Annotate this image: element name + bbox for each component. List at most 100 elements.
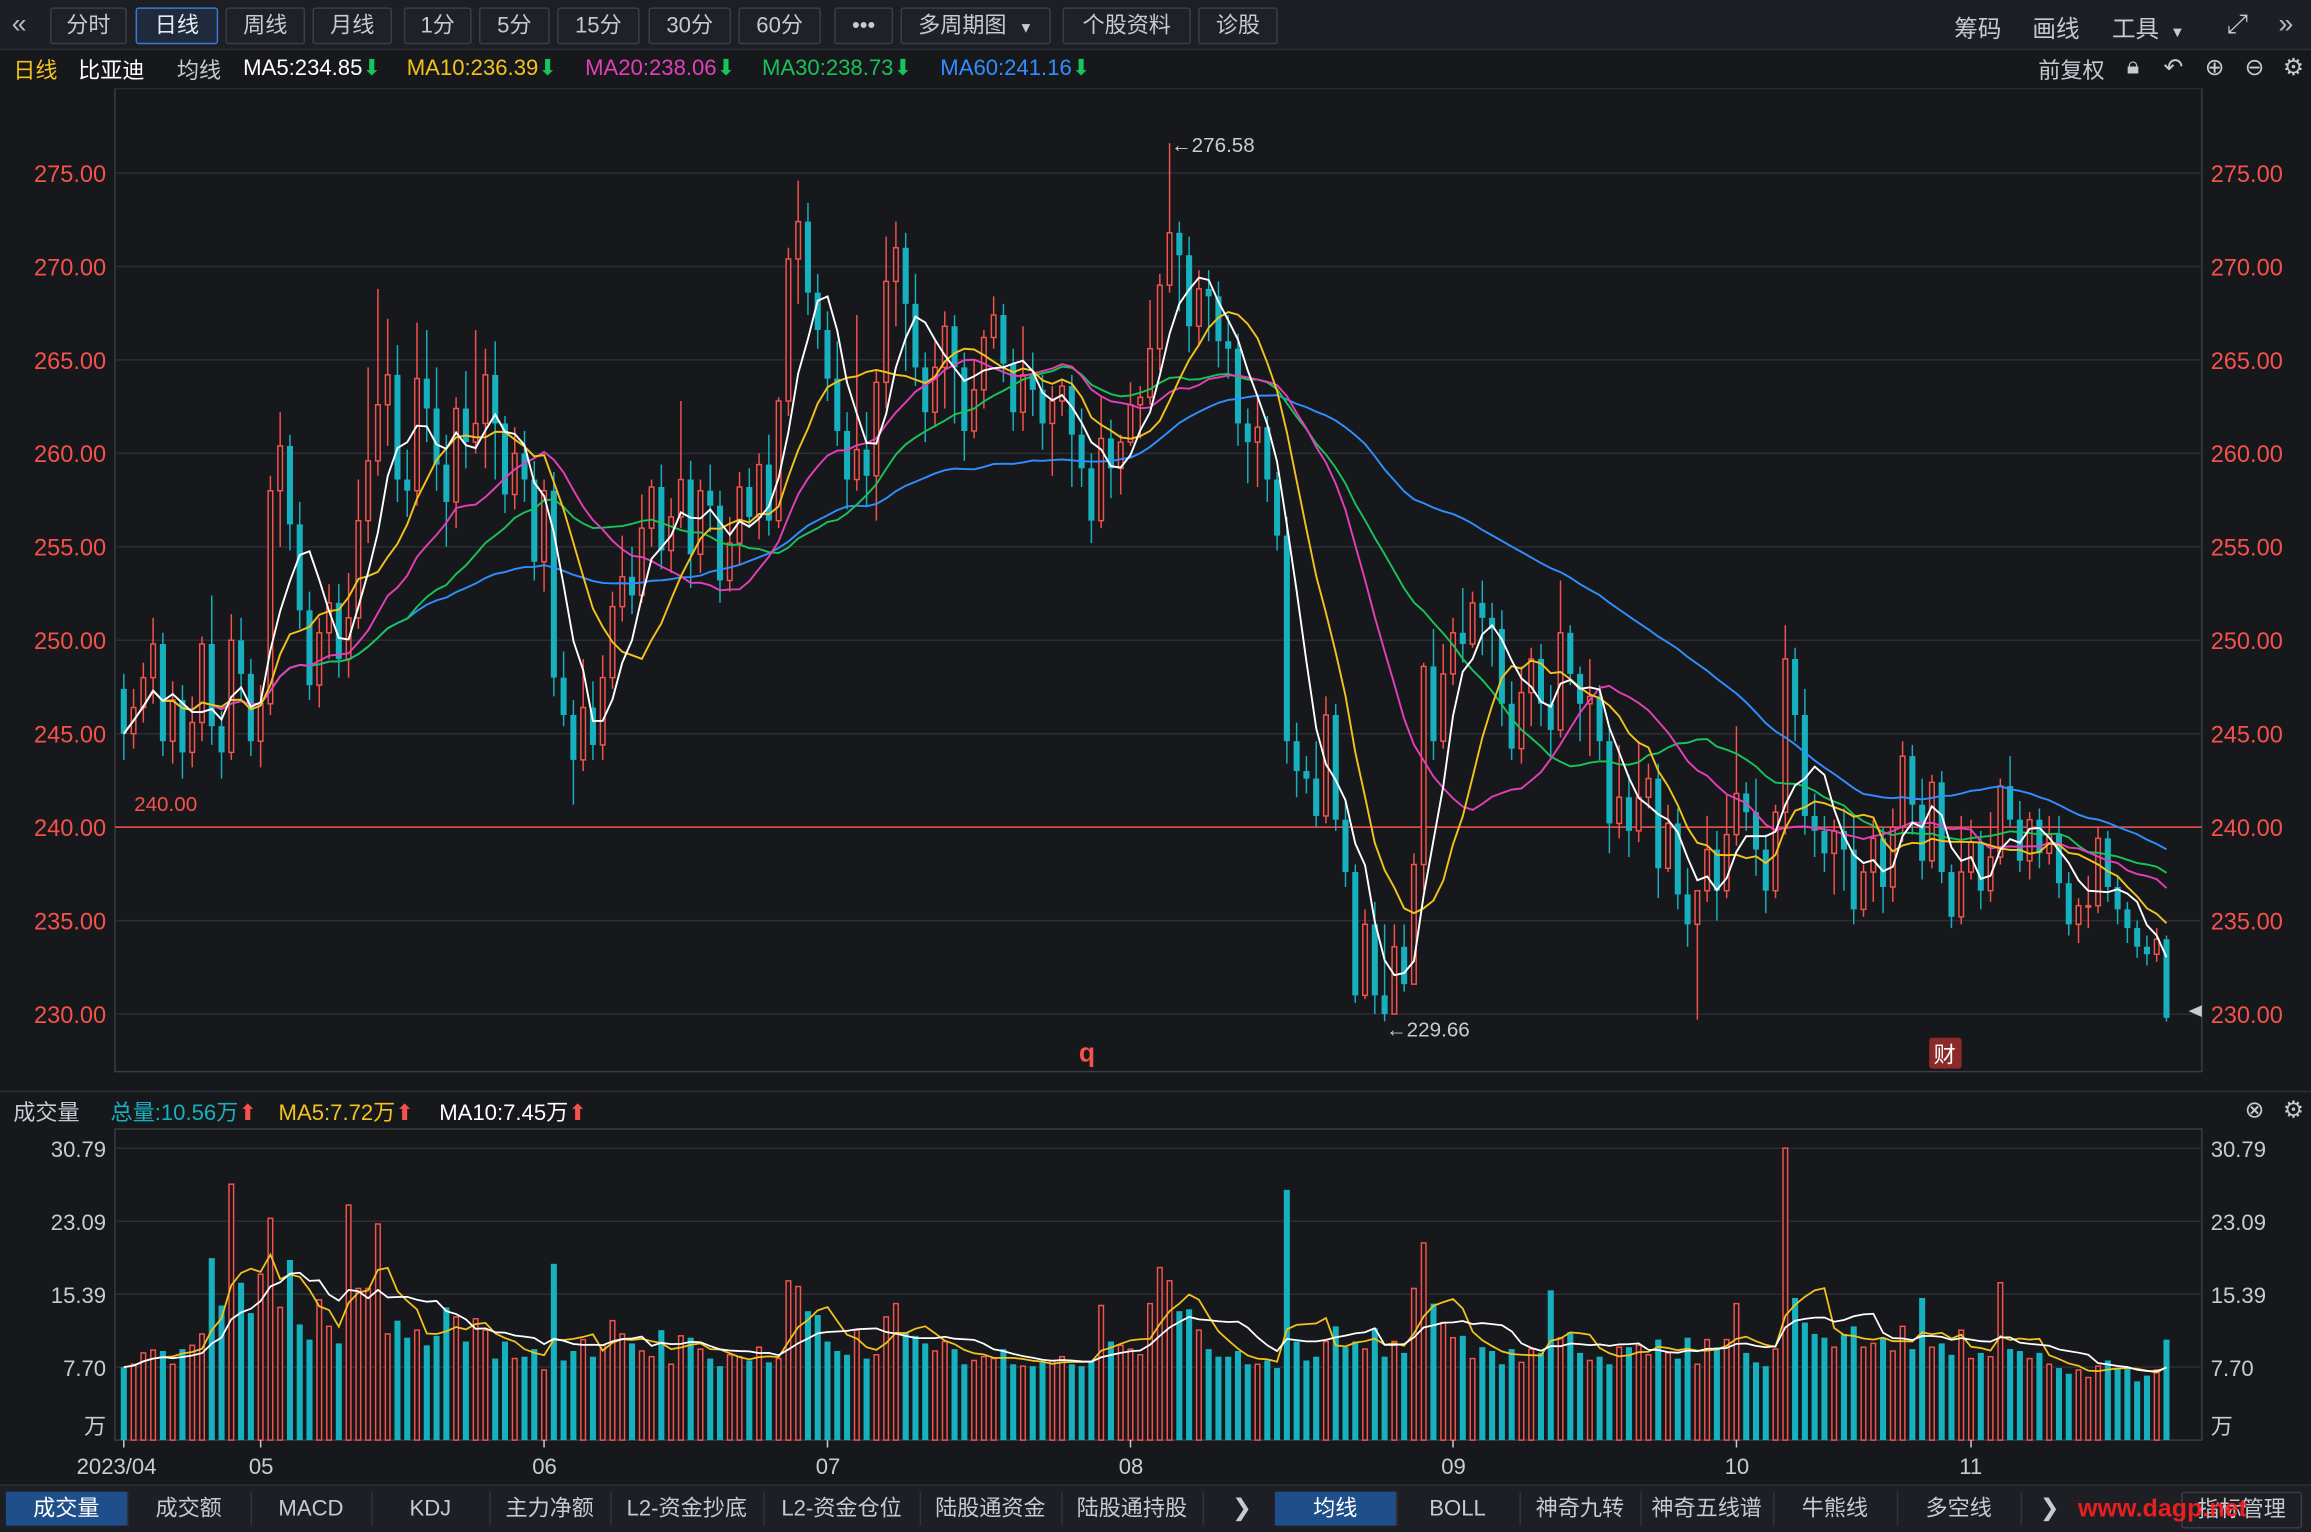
double-chevron-left-icon[interactable]: « [11, 8, 27, 39]
volume-bar-down [2016, 1350, 2023, 1441]
candle-body-down [423, 378, 430, 409]
candle-body-down [912, 303, 919, 368]
candle-body-down [1948, 872, 1955, 917]
volume-tick-right: 7.70 [2211, 1356, 2254, 1381]
expand-icon[interactable]: ⤢ [2226, 8, 2249, 39]
chevron-right-icon[interactable]: ❯ [1232, 1496, 1252, 1522]
kline-chart[interactable]: 275.00 275.00 270.00 270.00 265.00 265.00 260.… [0, 88, 2311, 1484]
overlay-tab-5[interactable]: 多空线 [1897, 1491, 2023, 1526]
volume-title[interactable]: 成交量 [13, 1101, 80, 1127]
volume-bar-up [2075, 1369, 2082, 1441]
candle-body-down [2016, 819, 2023, 861]
indicator-tab-5[interactable]: L2-资金抄底 [610, 1491, 765, 1526]
volume-bar-up [873, 1354, 880, 1441]
ma-label[interactable]: 均线 [176, 58, 222, 85]
candle-body-down [1684, 894, 1691, 925]
candle-body-up [1059, 385, 1066, 402]
volume-total: 总量:10.56万⬆ [111, 1097, 257, 1128]
zoom-out-icon[interactable]: ⊖ [2244, 56, 2265, 82]
indicator-management-button[interactable]: 指标管理 [2181, 1491, 2303, 1529]
volume-bar-down [238, 1282, 245, 1441]
indicator-tab-4[interactable]: 主力净额 [489, 1491, 612, 1526]
period-button-5[interactable]: 5分 [478, 7, 550, 45]
candle-body-up [384, 374, 391, 406]
volume-bar-down [1938, 1343, 1945, 1441]
indicator-tab-6[interactable]: L2-资金仓位 [763, 1491, 922, 1526]
candle-body-down [902, 247, 909, 304]
draw-line-button[interactable]: 画线 [2032, 17, 2080, 43]
indicator-tab-2[interactable]: MACD [251, 1491, 373, 1526]
diagnose-button[interactable]: 诊股 [1198, 7, 1278, 45]
period-button-2[interactable]: 周线 [225, 7, 306, 45]
candle-body-up [1928, 781, 1935, 862]
overlay-tab-4[interactable]: 牛熊线 [1773, 1491, 1899, 1526]
volume-bar-up [326, 1325, 333, 1441]
overlay-tab-0[interactable]: 均线 [1274, 1491, 1398, 1526]
volume-bar-down [433, 1335, 440, 1441]
period-button-6[interactable]: 15分 [557, 7, 640, 45]
candle-body-down [2036, 819, 2043, 854]
overlay-tab-1[interactable]: BOLL [1396, 1491, 1521, 1526]
indicator-tab-8[interactable]: 陆股通持股 [1061, 1491, 1205, 1526]
date-tick-label: 07 [816, 1454, 841, 1479]
indicator-tab-3[interactable]: KDJ [371, 1491, 491, 1526]
volume-bar-up [2046, 1363, 2053, 1441]
volume-bar-up [2095, 1365, 2102, 1441]
overlay-tab-3[interactable]: 神奇五线谱 [1640, 1491, 1775, 1526]
adjust-mode-button[interactable]: 前复权 [2038, 58, 2105, 85]
lock-icon[interactable]: 🔒︎ [2126, 54, 2140, 80]
zoom-in-icon[interactable]: ⊕ [2204, 56, 2225, 82]
volume-bar-down [1274, 1368, 1281, 1441]
volume-bar-down [1489, 1350, 1496, 1441]
volume-bar-up [677, 1335, 684, 1441]
candle-body-up [1616, 796, 1623, 825]
date-tick-label: 10 [1725, 1454, 1750, 1479]
chevron-right-icon[interactable]: ❯ [2039, 1496, 2060, 1522]
gear-icon[interactable]: ⚙ [2282, 1098, 2305, 1124]
axis-labels: 275.00 275.00 270.00 270.00 265.00 265.00 260.… [34, 134, 2283, 1479]
candle-body-up [580, 706, 587, 761]
candle-body-up [1772, 811, 1779, 892]
volume-bar-up [1987, 1355, 1994, 1441]
candle-body-down [961, 367, 968, 431]
period-button-3[interactable]: 月线 [312, 7, 393, 45]
volume-bar-down [1078, 1366, 1085, 1441]
volume-bar-up [941, 1340, 948, 1441]
more-button[interactable]: ••• [834, 7, 894, 45]
close-icon[interactable]: ⊗ [2244, 1098, 2265, 1124]
stock-info-button[interactable]: 个股资料 [1062, 7, 1191, 45]
volume-bar-up [1518, 1361, 1525, 1441]
gear-icon[interactable]: ⚙ [2282, 56, 2305, 82]
indicator-tab-1[interactable]: 成交额 [127, 1491, 253, 1526]
volume-bar-up [130, 1363, 137, 1441]
period-button-4[interactable]: 1分 [403, 7, 472, 45]
candle-body-down [765, 464, 772, 521]
volume-bar-down [404, 1337, 411, 1441]
volume-bar-down [1655, 1339, 1662, 1441]
volume-bar-up [1870, 1342, 1877, 1441]
indicator-tab-7[interactable]: 陆股通资金 [920, 1491, 1063, 1526]
multi-period-button[interactable]: 多周期图 ▼ [900, 7, 1051, 45]
chips-button[interactable]: 筹码 [1954, 17, 2002, 43]
volume-bar-up [980, 1355, 987, 1441]
low-annotation: ←229.66 [1386, 1018, 1470, 1041]
volume-bar-up [1928, 1346, 1935, 1441]
period-button-1[interactable]: 日线 [135, 7, 219, 45]
volume-bar-up [697, 1348, 704, 1441]
volume-bar-down [286, 1260, 293, 1441]
volume-bar-down [1342, 1347, 1349, 1441]
volume-bar-up [365, 1287, 372, 1441]
double-chevron-right-icon[interactable]: » [2278, 8, 2294, 39]
period-button-0[interactable]: 分时 [50, 7, 127, 45]
volume-bar-down [1743, 1352, 1750, 1441]
undo-icon[interactable]: ↶ [2163, 56, 2184, 82]
candle-body-down [1674, 823, 1681, 895]
candle-body-down [335, 602, 342, 659]
volume-bar-up [1586, 1359, 1593, 1441]
indicator-tab-0[interactable]: 成交量 [5, 1491, 129, 1526]
period-button-7[interactable]: 30分 [648, 7, 732, 45]
candle-body-up [697, 490, 704, 556]
tools-button[interactable]: 工具 ▼ [2112, 9, 2185, 44]
overlay-tab-2[interactable]: 神奇九转 [1519, 1491, 1642, 1526]
period-button-8[interactable]: 60分 [738, 7, 821, 45]
